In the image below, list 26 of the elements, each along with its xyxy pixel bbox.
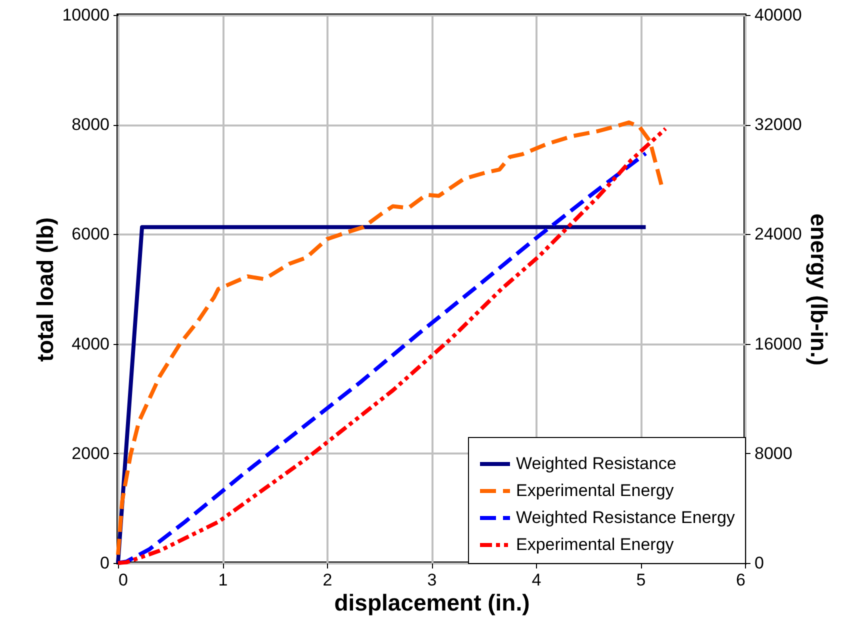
legend-label: Experimental Energy	[516, 535, 674, 554]
y-axis-title: total load (lb)	[32, 217, 58, 362]
y2-tick-label: 16000	[754, 334, 802, 354]
x-tick-label: 4	[532, 570, 542, 590]
y-tick-label: 6000	[72, 224, 110, 244]
legend-label: Weighted Resistance	[516, 454, 676, 473]
y2-tick-label: 32000	[754, 115, 802, 134]
legend-label: Experimental Energy	[516, 481, 674, 500]
y2-axis-title: energy (lb-in.)	[806, 213, 832, 366]
x-tick-label: 0	[118, 570, 128, 590]
y2-tick-label: 0	[754, 554, 764, 572]
x-axis-title: displacement (in.)	[334, 590, 530, 616]
y2-tick-label: 24000	[754, 224, 802, 244]
x-tick-label: 6	[736, 570, 746, 590]
x-tick-label: 2	[322, 570, 332, 590]
x-tick-label: 5	[636, 570, 646, 590]
y-tick-label: 4000	[72, 334, 110, 354]
y-tick-label: 0	[100, 554, 110, 572]
y-tick-label: 10000	[62, 6, 110, 24]
legend-label: Weighted Resistance Energy	[516, 508, 736, 527]
y-tick-label: 2000	[72, 444, 110, 463]
y2-tick-label: 8000	[754, 444, 792, 463]
y2-tick-label: 40000	[754, 6, 802, 24]
x-tick-label: 1	[218, 570, 228, 590]
y-tick-label: 8000	[72, 115, 110, 134]
x-tick-label: 3	[427, 570, 437, 590]
